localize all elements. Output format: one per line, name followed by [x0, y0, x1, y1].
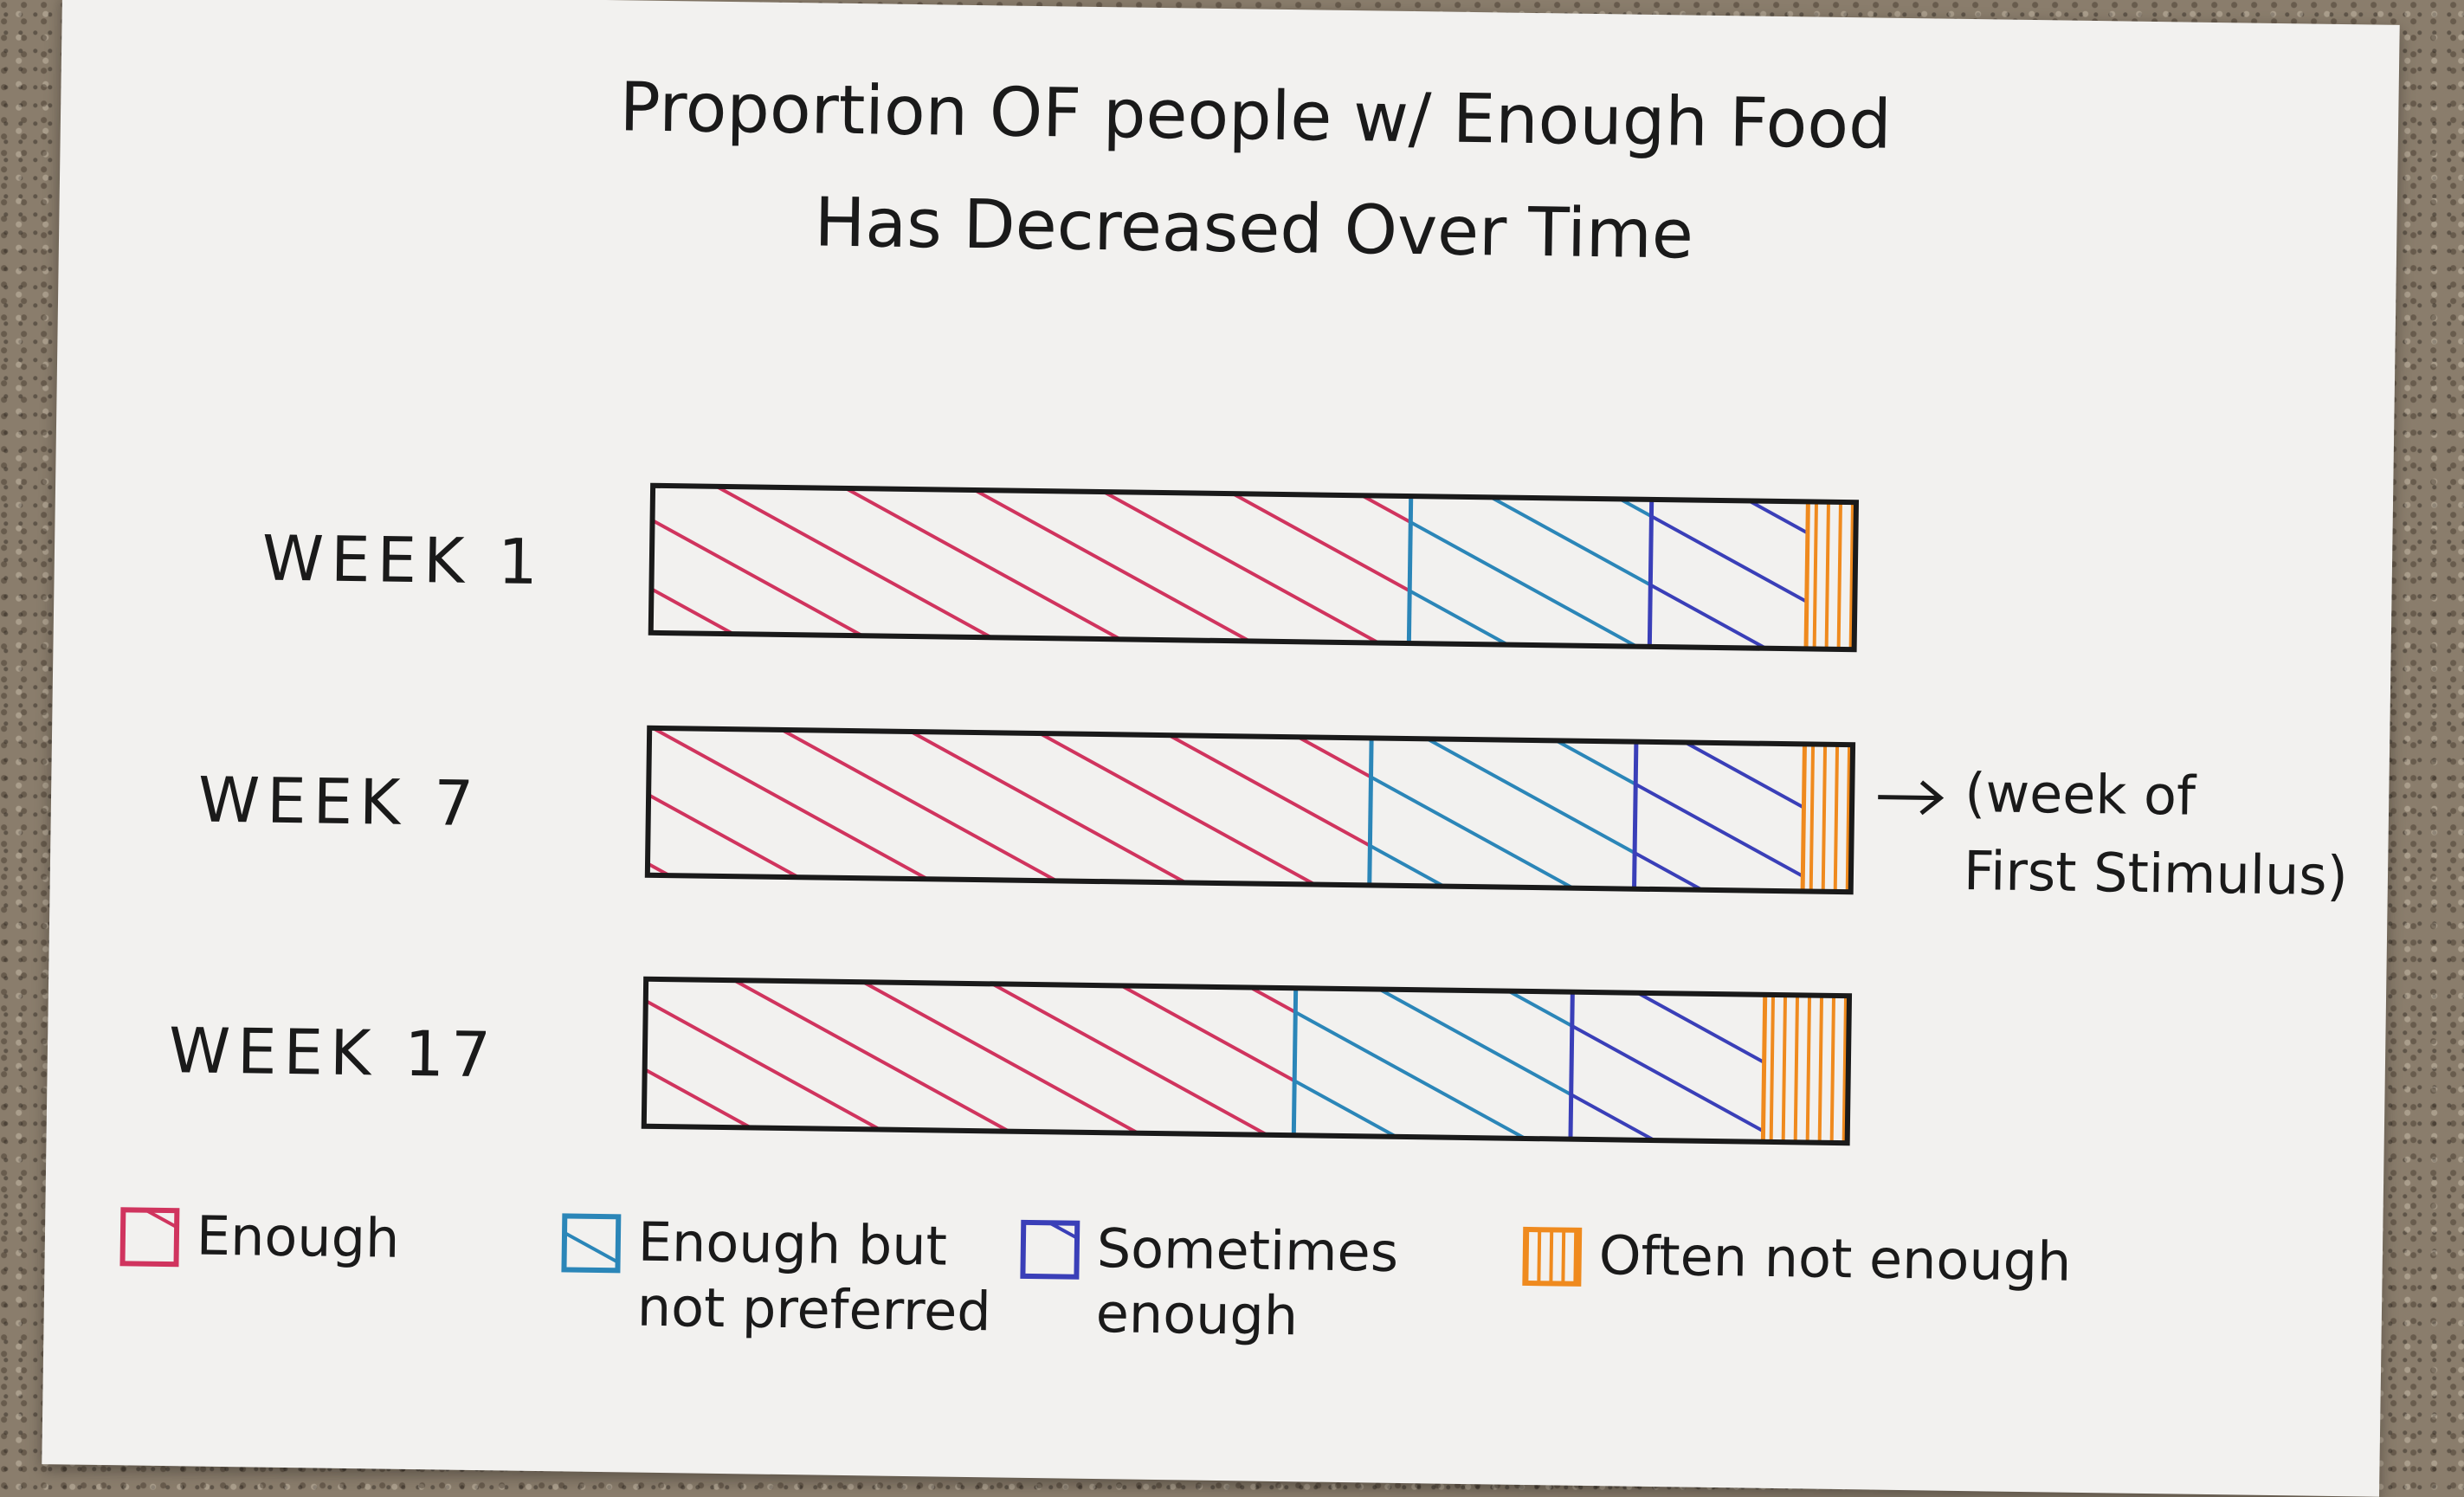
paper-sheet: Proportion OF people w/ Enough Food Has D…	[42, 0, 2400, 1497]
segment-divider	[1291, 988, 1299, 1136]
bar-outline	[641, 976, 1853, 1146]
bar-outline	[644, 725, 1856, 895]
legend-label: Enough butnot preferred	[636, 1210, 992, 1344]
legend-swatch	[119, 1207, 180, 1268]
annotation-arrow	[1878, 795, 1939, 801]
segment-divider	[1647, 499, 1654, 647]
bar-outline	[648, 482, 1860, 653]
bar-segment-sometimes-enough	[1634, 741, 1805, 892]
legend-label: Often not enough	[1598, 1223, 2072, 1294]
annotation-arrowhead	[1919, 780, 1945, 816]
segment-divider	[1568, 991, 1575, 1139]
category-label: WEEK 1	[261, 522, 545, 599]
legend-label-line: Often not enough	[1598, 1223, 2072, 1294]
legend-label: Enough	[196, 1204, 399, 1270]
bar-segment-enough	[647, 727, 1372, 886]
chart-title-line: Has Decreased Over Time	[814, 184, 1693, 274]
legend-label-line: Enough but	[637, 1210, 947, 1278]
legend-label-line: enough	[1095, 1281, 1298, 1347]
bar-segment-enough	[650, 485, 1411, 644]
legend-label-line: Enough	[196, 1204, 399, 1270]
segment-divider	[1760, 994, 1768, 1142]
legend-swatch	[1020, 1219, 1080, 1280]
bar-segment-often-not-enough	[1763, 994, 1850, 1144]
category-label: WEEK 7	[197, 764, 481, 841]
legend-swatch	[1522, 1226, 1583, 1287]
legend-label: Sometimesenough	[1095, 1216, 1398, 1349]
bar-segment-enough-but-not-preferred	[1409, 496, 1652, 647]
bar-segment-enough-but-not-preferred	[1293, 988, 1573, 1139]
category-label: WEEK 17	[168, 1014, 498, 1091]
legend-label-line: Sometimes	[1096, 1216, 1398, 1284]
segment-divider	[1632, 741, 1639, 889]
bar-segment-often-not-enough	[1803, 744, 1854, 893]
legend-label-line: not preferred	[636, 1275, 991, 1344]
bar-segment-sometimes-enough	[1649, 499, 1809, 649]
bar-segment-enough-but-not-preferred	[1369, 738, 1636, 889]
bar-segment-enough	[643, 978, 1296, 1136]
bar-segment-often-not-enough	[1806, 501, 1856, 650]
annotation-text: (week of	[1964, 761, 2198, 828]
legend-swatch	[561, 1213, 622, 1274]
segment-divider	[1800, 744, 1807, 892]
stacked-bar-chart: Proportion OF people w/ Enough Food Has D…	[119, 68, 2349, 1349]
segment-divider	[1367, 738, 1374, 886]
segment-divider	[1406, 496, 1414, 644]
segment-divider	[1803, 501, 1810, 649]
bar-segment-sometimes-enough	[1570, 991, 1765, 1142]
annotation-text: First Stimulus)	[1964, 839, 2349, 907]
chart-title-line: Proportion OF people w/ Enough Food	[619, 68, 1892, 165]
